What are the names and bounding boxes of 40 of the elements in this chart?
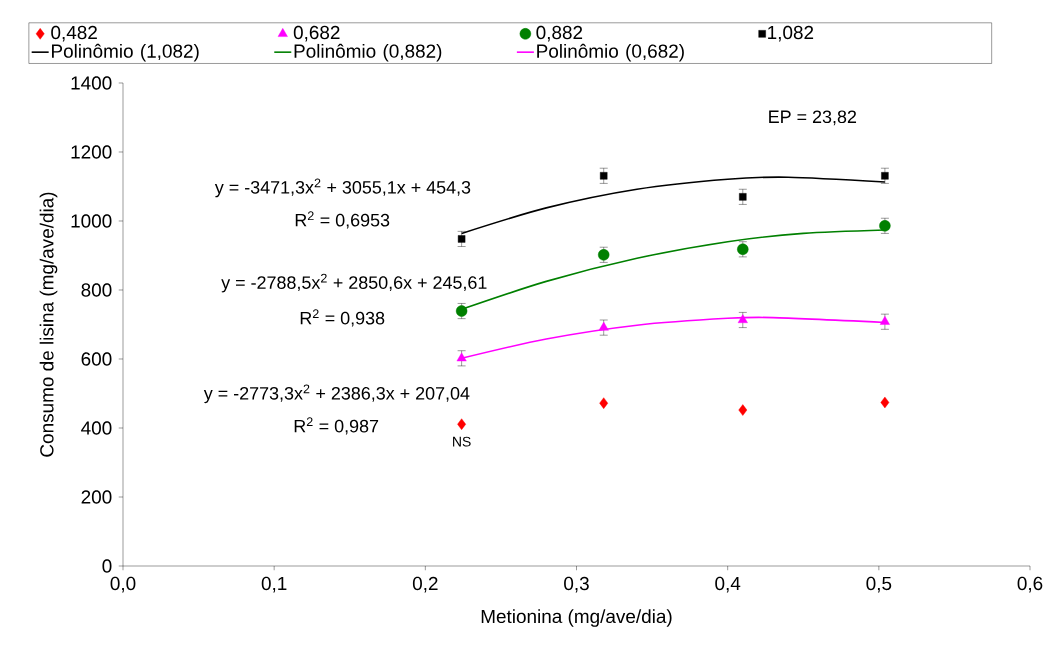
legend-label: 1,082: [768, 25, 814, 42]
annotation: R$^{2}$ = 0,987: [294, 417, 379, 435]
point: [599, 397, 609, 409]
point: [600, 172, 608, 180]
y-tick-label: 600: [81, 352, 112, 366]
point: [739, 193, 747, 201]
y-tick-label: 800: [81, 283, 112, 297]
annotation: y = -2788,5x$^{2}$ + 2850,6x + 245,61: [221, 273, 487, 293]
annotation: NS: [453, 436, 471, 447]
x-tick-label: 0,2: [412, 576, 438, 593]
x-tick-label: 0,3: [564, 576, 589, 593]
y-tick-label: 400: [81, 421, 112, 435]
x-tick-label: 0,0: [110, 576, 136, 593]
annotation: EP = 23,82: [769, 110, 857, 126]
point: [738, 404, 748, 416]
annotation: R$^{2}$ = 0,6953: [295, 211, 390, 229]
x-tick-label: 0,4: [715, 576, 741, 593]
point: [881, 172, 889, 180]
x-tick-label: 0,6: [1017, 576, 1043, 593]
legend-label: 0,882: [536, 25, 583, 42]
annotation: y = -3471,3x$^{2}$ + 3055,1x + 454,3: [214, 178, 471, 198]
annotation: y = -2773,3x$^{2}$ + 2386,3x + 207,04: [203, 384, 470, 404]
y-tick-label: 1400: [71, 76, 112, 90]
legend-label: 0,482: [51, 25, 97, 42]
annotation: R$^{2}$ = 0,938: [300, 309, 385, 327]
point: [880, 396, 890, 409]
y-tick-label: 200: [81, 490, 112, 504]
x-tick-label: 0,1: [261, 576, 287, 593]
legend-label: Polinômio (1,082): [52, 43, 199, 62]
legend-label: 0,682: [293, 25, 340, 42]
x-tick-label: 0,5: [866, 576, 892, 593]
point: [457, 235, 466, 243]
point: [457, 418, 466, 430]
x-axis-title: Metionina (mg/ave/dia): [481, 609, 672, 627]
y-axis-title: Consumo de lisina (mg/ave/dia): [39, 192, 58, 457]
y-tick-label: 1200: [71, 145, 112, 159]
y-tick-label: 1000: [71, 214, 112, 228]
legend-label: Polinômio (0,882): [294, 43, 442, 62]
y-tick-label: 0: [102, 559, 112, 573]
legend-label: Polinômio (0,682): [537, 43, 684, 62]
